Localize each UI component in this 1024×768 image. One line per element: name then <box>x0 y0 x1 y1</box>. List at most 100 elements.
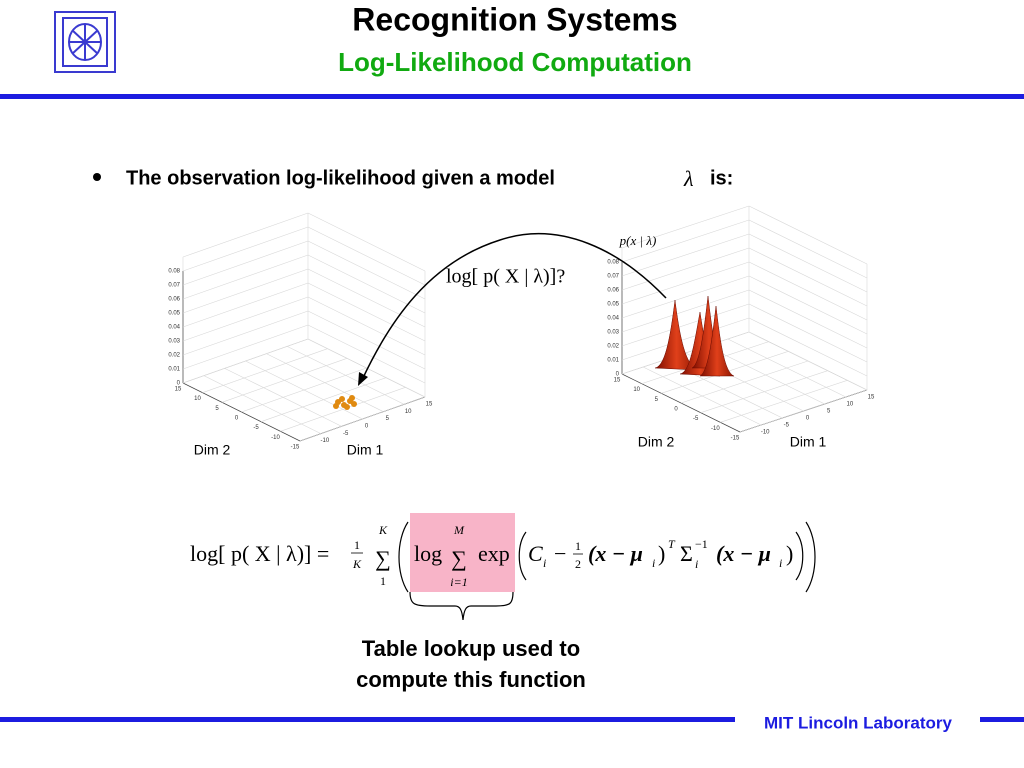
highlight <box>410 513 515 592</box>
dim2-tick-label: 5 <box>215 406 219 412</box>
arrow-label: log[ p( X | λ)]? <box>446 266 565 288</box>
formula-part: ) <box>658 541 665 566</box>
formula-part: T <box>668 537 676 551</box>
formula-part: ∑ <box>375 546 391 571</box>
dim1-tick-label: -10 <box>320 438 329 444</box>
dim2-tick-label: 10 <box>194 396 201 402</box>
grid-line <box>203 375 321 434</box>
grid-line <box>182 226 309 272</box>
formula-part: Σ <box>680 541 693 566</box>
bullet-suffix: is: <box>710 167 733 189</box>
grid-line <box>664 359 783 419</box>
dim2-tick-label: 5 <box>655 397 659 403</box>
formula-part: K <box>352 557 362 571</box>
grid-line <box>621 233 750 277</box>
grid-line <box>307 254 426 314</box>
dim1-tick-label: 15 <box>868 395 875 401</box>
dim2-tick-label: 15 <box>175 387 182 393</box>
formula-part: −1 <box>695 537 708 551</box>
grid-line <box>748 317 868 377</box>
dim1-tick-label: 15 <box>426 402 433 408</box>
paren <box>795 531 804 581</box>
grid-line <box>182 310 309 356</box>
grid-line <box>621 219 750 263</box>
grid-line <box>621 261 750 305</box>
formula-part: 2 <box>575 557 581 571</box>
formula-part: log[ p( X | λ)] = <box>190 541 329 566</box>
formula-part: C <box>528 541 543 566</box>
grid-line <box>748 275 868 335</box>
grid-line <box>307 226 426 286</box>
z-tick-label: 0 <box>177 381 181 387</box>
dim2-tick-label: 0 <box>674 407 678 413</box>
formula-part: i <box>779 556 782 570</box>
dim1-tick-label: -10 <box>761 430 770 436</box>
box-edge <box>182 212 309 258</box>
grid-line <box>307 240 426 300</box>
paren <box>805 521 816 593</box>
formula-part: 1 <box>575 539 581 553</box>
dim2-tick-label: -10 <box>271 435 280 441</box>
dim1-tick-label: 5 <box>827 409 831 415</box>
z-tick-label: 0.07 <box>607 274 619 280</box>
axis-label: Dim 2 <box>194 442 231 458</box>
z-tick-label: 0.06 <box>168 297 180 303</box>
grid-line <box>621 247 750 291</box>
grid-line <box>266 353 384 412</box>
footer-rule <box>980 717 1024 722</box>
z-tick-label: 0.04 <box>607 316 619 322</box>
box-edge <box>748 205 868 265</box>
callout-line: compute this function <box>356 667 586 692</box>
formula-part: i <box>695 557 698 571</box>
z-tick-label: 0.05 <box>607 302 619 308</box>
bullet-dot <box>93 173 101 181</box>
dim2-tick-label: -15 <box>291 445 300 451</box>
plot-left: 0.080.070.060.050.040.030.020.010151050-… <box>168 212 433 458</box>
dim2-tick-label: -5 <box>693 416 699 422</box>
footer-text: MIT Lincoln Laboratory <box>764 713 952 732</box>
grid-line <box>748 261 868 321</box>
grid-line <box>706 345 825 405</box>
z-tick-label: 0.08 <box>607 260 619 266</box>
grid-line <box>748 331 868 391</box>
formula-part: log <box>414 541 442 566</box>
formula-part: − <box>554 541 566 566</box>
formula-part: ) <box>786 541 793 566</box>
formula-part: i=1 <box>450 575 467 589</box>
z-tick-label: 0.01 <box>168 367 180 373</box>
dim2-tick-label: 10 <box>633 387 640 393</box>
callout-line: Table lookup used to <box>362 636 580 661</box>
grid-line <box>182 254 309 300</box>
formula-part: 1 <box>380 574 386 588</box>
dim1-tick-label: -5 <box>784 423 790 429</box>
dim2-tick-label: -15 <box>731 436 740 442</box>
grid-line <box>748 303 868 363</box>
z-tick-label: 0.08 <box>168 269 180 275</box>
peaks <box>654 295 735 377</box>
arrow <box>358 232 667 386</box>
z-tick-label: 0.04 <box>168 325 180 331</box>
dim1-tick-label: 10 <box>846 402 853 408</box>
dim1-tick-label: 10 <box>405 409 412 415</box>
z-tick-label: 0.07 <box>168 283 180 289</box>
header-rule <box>0 94 1024 99</box>
formula-part: (x − μ <box>716 541 771 566</box>
grid-line <box>307 268 426 328</box>
grid-line <box>748 289 868 349</box>
grid-line <box>727 338 846 398</box>
dim2-tick-label: -10 <box>711 426 720 432</box>
grid-line <box>307 338 426 398</box>
z-tick-label: 0 <box>616 372 620 378</box>
subtitle: Log-Likelihood Computation <box>338 47 692 77</box>
grid-line <box>748 233 868 293</box>
dim1-tick-label: -5 <box>343 431 349 437</box>
axis-label: Dim 1 <box>790 434 827 450</box>
brace <box>409 591 514 621</box>
title: Recognition Systems <box>352 1 677 37</box>
grid-line <box>643 366 762 426</box>
footer-rule <box>0 717 735 722</box>
grid-line <box>224 368 342 427</box>
formula-part: exp <box>478 541 510 566</box>
